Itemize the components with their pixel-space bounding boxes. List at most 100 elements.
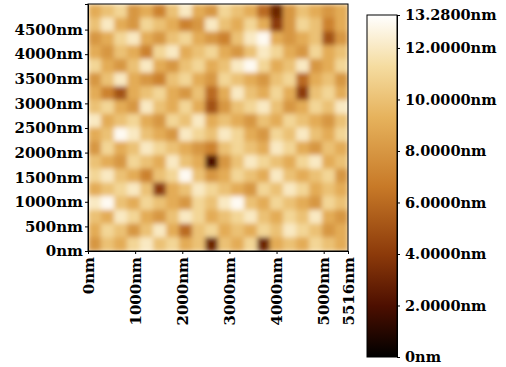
cell: [322, 224, 336, 238]
cell: [231, 73, 245, 87]
cell: [283, 73, 297, 87]
cell: [283, 224, 297, 238]
colorbar-tick-mark: [397, 305, 400, 306]
y-tick-mark: [85, 54, 88, 55]
cell: [179, 237, 193, 251]
cell: [335, 4, 348, 18]
cell: [322, 196, 336, 210]
x-tick-mark: [348, 251, 349, 254]
cell: [270, 4, 284, 18]
cell: [127, 18, 141, 32]
cell: [322, 100, 336, 114]
cell: [101, 114, 115, 128]
cell: [205, 224, 219, 238]
cell: [218, 182, 232, 196]
cell: [283, 237, 297, 251]
cell: [179, 169, 193, 183]
cell: [114, 182, 128, 196]
cell: [166, 169, 180, 183]
cell: [101, 128, 115, 142]
cell: [127, 86, 141, 100]
cell: [231, 86, 245, 100]
x-tick-mark: [229, 251, 230, 254]
cell: [179, 73, 193, 87]
cell: [179, 45, 193, 59]
y-axis-line: [85, 5, 89, 252]
cell: [140, 59, 154, 73]
cell: [153, 128, 167, 142]
cell: [166, 141, 180, 155]
cell: [309, 141, 323, 155]
colorbar-tick-mark: [397, 99, 400, 100]
cell: [322, 141, 336, 155]
cell: [192, 59, 206, 73]
cell: [283, 100, 297, 114]
cell: [88, 182, 102, 196]
y-tick-label: 0nm: [46, 242, 83, 260]
cell: [218, 86, 232, 100]
cell: [335, 31, 348, 45]
cell: [88, 73, 102, 87]
cell: [192, 45, 206, 59]
cell: [309, 155, 323, 169]
cell: [244, 73, 258, 87]
cell: [270, 86, 284, 100]
y-tick-mark: [85, 153, 88, 154]
cell: [309, 59, 323, 73]
y-tick-label: 1000nm: [14, 193, 83, 211]
y-tick: 1000nm: [14, 193, 88, 211]
y-tick: 3500nm: [14, 70, 88, 88]
colorbar-tick: 4.0000nm: [397, 245, 487, 262]
cell: [218, 169, 232, 183]
cell: [140, 73, 154, 87]
cell: [166, 114, 180, 128]
cell: [179, 4, 193, 18]
cell: [231, 59, 245, 73]
cell: [101, 237, 115, 251]
cell: [88, 45, 102, 59]
cell: [322, 4, 336, 18]
colorbar-tick: 8.0000nm: [397, 142, 487, 159]
cell: [309, 31, 323, 45]
cell: [322, 237, 336, 251]
cell: [270, 237, 284, 251]
cell: [231, 237, 245, 251]
x-tick: 1000nm: [127, 251, 145, 326]
cell: [309, 100, 323, 114]
cell: [231, 155, 245, 169]
cell: [153, 141, 167, 155]
cell: [101, 73, 115, 87]
cell: [283, 128, 297, 142]
cell: [101, 45, 115, 59]
cell: [114, 224, 128, 238]
cell: [88, 237, 102, 251]
cell: [283, 196, 297, 210]
cell: [270, 196, 284, 210]
cell: [205, 128, 219, 142]
cell: [244, 100, 258, 114]
cell: [218, 155, 232, 169]
cell: [309, 86, 323, 100]
cell: [283, 141, 297, 155]
cell: [218, 59, 232, 73]
cell: [296, 224, 310, 238]
cell: [205, 210, 219, 224]
cell: [270, 182, 284, 196]
cell: [140, 31, 154, 45]
colorbar-tick: 0nm: [397, 348, 442, 365]
x-axis: 0nm1000nm2000nm3000nm4000nm5000nm5516nm: [80, 251, 358, 326]
cell: [127, 224, 141, 238]
cell: [335, 210, 348, 224]
cell: [309, 114, 323, 128]
cell: [257, 182, 271, 196]
cell: [153, 59, 167, 73]
colorbar-tick-label: 13.2800nm: [405, 6, 497, 23]
cell: [101, 86, 115, 100]
cell: [257, 224, 271, 238]
cell: [335, 100, 348, 114]
y-tick-mark: [85, 30, 88, 31]
cell: [205, 114, 219, 128]
cell: [153, 155, 167, 169]
cell: [88, 210, 102, 224]
cell: [127, 196, 141, 210]
